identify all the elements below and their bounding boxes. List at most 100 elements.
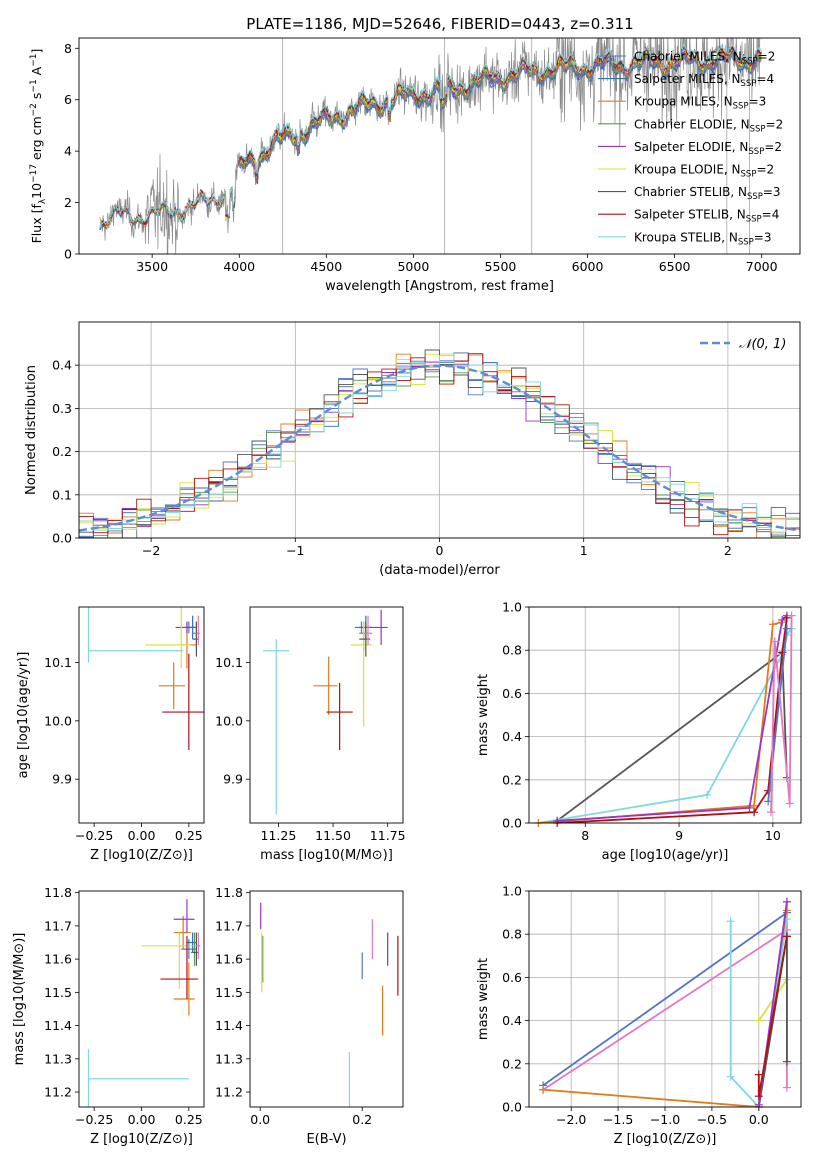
y-tick-label: 0.1	[52, 487, 72, 502]
x-tick-label: 6000	[572, 259, 604, 274]
legend-entry: Kroupa ELODIE, NSSP=2	[598, 163, 774, 180]
x-tick-label: 5000	[397, 259, 429, 274]
x-tick-label: 0	[436, 543, 444, 558]
y-tick-label: 0.8	[502, 927, 522, 942]
y-tick-label: 11.4	[215, 1018, 243, 1033]
mass_vs_Z-x-axis-label: Z [log10(Z/Z⊙)]	[90, 1132, 193, 1147]
residual_histogram-x-axis-label: (data-model)/error	[379, 563, 500, 578]
age_vs_Z-y-axis-label: age [log10(age/yr)]	[16, 652, 31, 779]
y-tick-label: 0	[64, 247, 72, 262]
errorbar-point	[313, 656, 338, 715]
x-tick-label: −0.5	[697, 1112, 727, 1127]
errorbar-point	[87, 607, 184, 663]
spectrum-y-axis-label: Flux [fλ10−17 erg cm−2 s−1 A−1]	[29, 49, 48, 244]
age_vs_Z-frame	[78, 606, 205, 824]
mass_vs_Z-axes: −0.25 0.00 0.25 11.2 11.3 11.4 11.5 11.6 11.7 11.…	[12, 885, 205, 1147]
y-tick-label: 11.7	[44, 918, 72, 933]
normal-curve-line	[79, 364, 800, 532]
weight-series-marker	[754, 1016, 763, 1025]
spectrum-frame	[78, 37, 801, 255]
age_vs_mass-x-axis-label: mass [log10(M/M⊙)]	[260, 848, 393, 863]
x-tick-label: 0.0	[749, 1112, 769, 1127]
x-tick-label: 2	[724, 543, 732, 558]
weight_vs_Z-x-axis-label: Z [log10(Z/Z⊙)]	[614, 1132, 717, 1147]
legend-label: Kroupa ELODIE, NSSP=2	[634, 163, 774, 180]
residual_histogram-y-axis-label: Normed distribution	[24, 365, 39, 495]
errorbar-point	[160, 935, 199, 999]
weight-series-line	[538, 628, 793, 823]
legend-entry: Salpeter MILES, NSSP=4	[598, 72, 774, 89]
weight-series-line	[542, 911, 788, 1087]
y-tick-label: 11.4	[44, 1018, 72, 1033]
y-tick-label: 11.5	[215, 985, 243, 1000]
legend-label: Salpeter STELIB, NSSP=4	[634, 208, 779, 225]
x-tick-label: 5500	[485, 259, 517, 274]
x-tick-label: 3500	[136, 259, 168, 274]
weight-series-marker	[770, 637, 779, 646]
weight_vs_age-axes: 8 9 10 0.0 0.2 0.4 0.6 0.8 1.0 age [log10(age/yr)…	[476, 600, 802, 863]
x-tick-label: 0.00	[128, 828, 156, 843]
x-tick-label: 8	[581, 828, 589, 843]
legend-entry: Salpeter STELIB, NSSP=4	[598, 208, 779, 225]
y-tick-label: 6	[64, 92, 72, 107]
x-tick-label: −0.25	[75, 1112, 113, 1127]
y-tick-label: 11.5	[44, 985, 72, 1000]
y-tick-label: 9.9	[223, 772, 243, 787]
weight-series-marker	[785, 799, 794, 808]
weight-series-marker	[766, 808, 775, 817]
y-tick-label: 1.0	[502, 600, 522, 615]
weight-series-marker	[745, 803, 754, 812]
mass_vs_ebv-axes: 0.0 0.2 11.2 11.3 11.4 11.5 11.6 11.7 11.8 E(B-V)	[215, 885, 404, 1147]
x-tick-label: −2	[142, 543, 160, 558]
y-tick-label: 10.1	[44, 655, 72, 670]
y-tick-label: 8	[64, 41, 72, 56]
weight-series-line	[557, 614, 788, 822]
errorbar-point	[173, 915, 191, 950]
y-tick-label: 0.2	[52, 444, 72, 459]
mass_vs_Z-y-axis-label: mass [log10(M/M⊙)]	[12, 933, 27, 1066]
weight_vs_age-frame	[528, 606, 802, 824]
errorbar-point	[196, 615, 201, 645]
x-tick-label: 11.50	[315, 828, 351, 843]
x-tick-label: −1.5	[603, 1112, 633, 1127]
y-tick-label: 11.8	[44, 885, 72, 900]
y-tick-label: 0.0	[502, 1100, 522, 1115]
y-tick-label: 0.3	[52, 401, 72, 416]
errorbar-point	[365, 609, 388, 645]
x-tick-label: 0.25	[175, 1112, 203, 1127]
mass_vs_ebv-x-axis-label: E(B-V)	[306, 1132, 346, 1147]
errorbar-point	[145, 607, 191, 669]
weight-series-marker	[787, 611, 796, 620]
x-tick-label: 9	[675, 828, 683, 843]
weight-series-line	[757, 936, 788, 1097]
figure-title: PLATE=1186, MJD=52646, FIBERID=0443, z=0…	[246, 15, 633, 33]
legend-label: 𝒩(0, 1)	[739, 337, 786, 352]
weight_vs_Z-frame	[528, 890, 802, 1108]
y-tick-label: 11.6	[44, 952, 72, 967]
weight_vs_age-x-axis-label: age [log10(age/yr)]	[602, 848, 729, 863]
errorbar-point	[363, 615, 373, 645]
weight_vs_age-y-axis-label: mass weight	[476, 674, 491, 756]
y-tick-label: 0.6	[502, 970, 522, 985]
x-tick-label: 0.25	[175, 828, 203, 843]
weight-series-marker	[726, 917, 735, 926]
x-tick-label: −1	[286, 543, 304, 558]
y-tick-label: 10.0	[44, 713, 72, 728]
spectrum-axes: 3500 4000 4500 5000 5500 6000 6500 7000 0 2 4 6 8 wav…	[29, 37, 801, 294]
y-tick-label: 10.0	[215, 713, 243, 728]
x-tick-label: 6500	[659, 259, 691, 274]
y-tick-label: 0.4	[52, 358, 72, 373]
x-tick-label: 11.25	[261, 828, 297, 843]
mass_vs_Z-frame	[78, 890, 205, 1108]
mass_vs_ebv-frame	[249, 890, 404, 1108]
legend-entry: Chabrier ELODIE, NSSP=2	[598, 117, 783, 134]
errorbar-point	[141, 932, 193, 990]
residual_histogram-frame	[78, 321, 801, 539]
weight_vs_Z-axes: −2.0 −1.5 −1.0 −0.5 0.0 0.0 0.2 0.4 0.6 0.8 1.0 Z […	[476, 884, 802, 1147]
y-tick-label: 11.8	[215, 885, 243, 900]
weight-series-marker	[782, 1083, 791, 1092]
weight-series-marker	[754, 1100, 763, 1109]
legend-entry: Kroupa MILES, NSSP=3	[598, 95, 766, 112]
weight-series-line	[770, 615, 793, 813]
